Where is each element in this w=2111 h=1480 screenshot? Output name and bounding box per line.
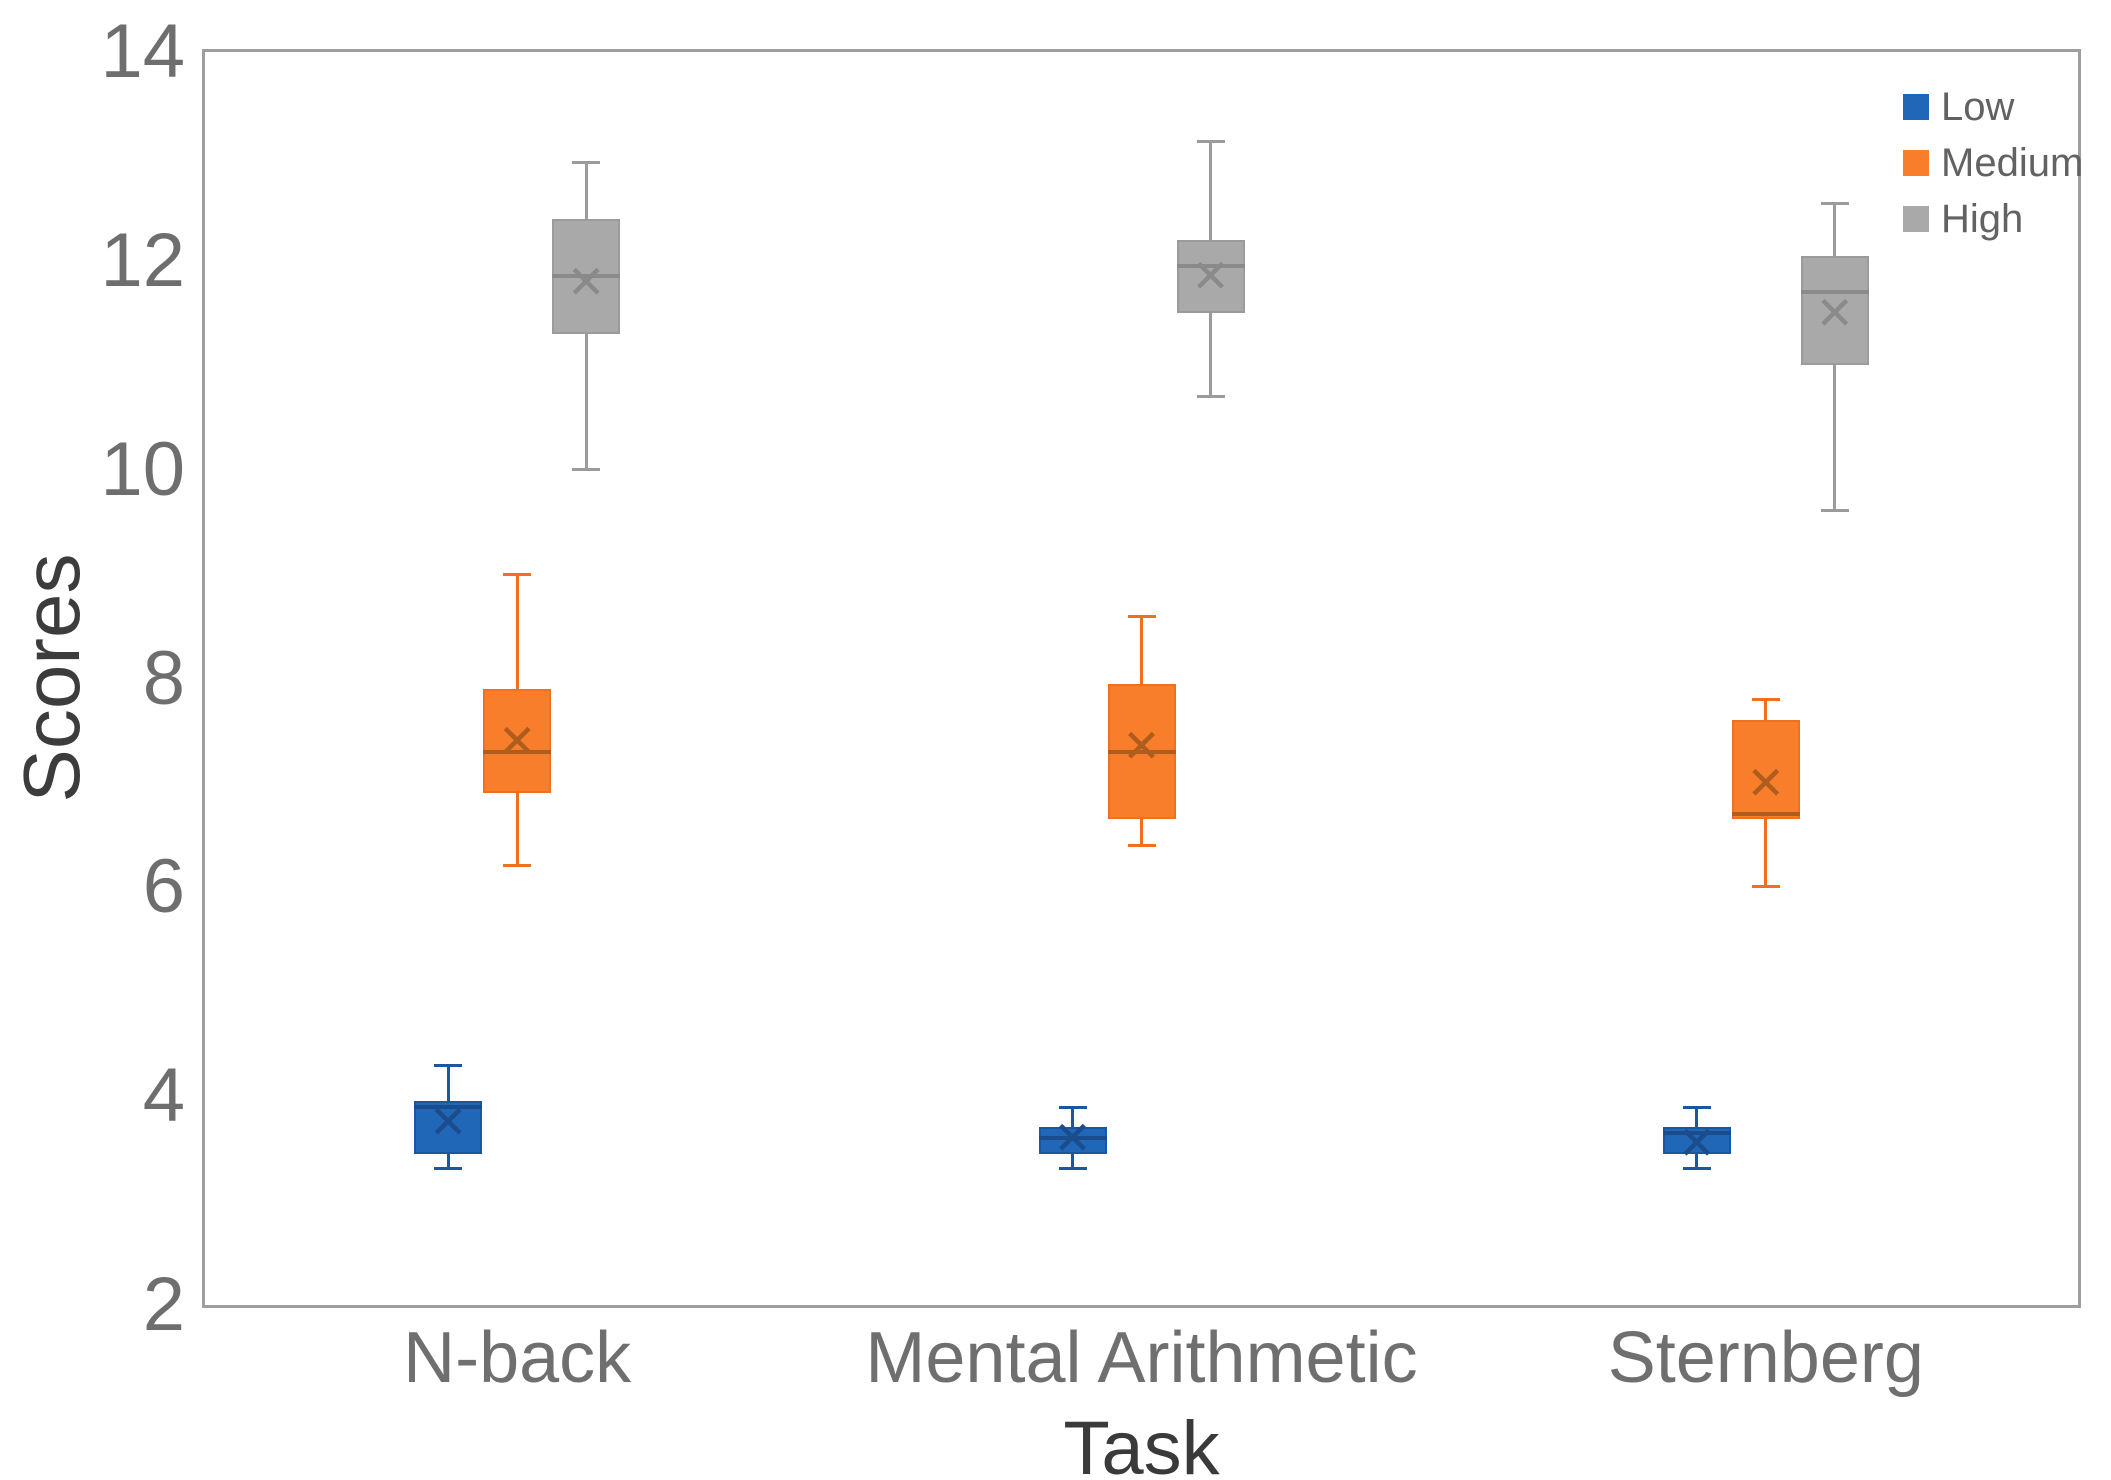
median-line-low-mental-arithmetic xyxy=(1038,1135,1107,1140)
whisker-cap-min-low-n-back xyxy=(434,1167,463,1171)
whisker-lower-high-mental-arithmetic xyxy=(1209,313,1212,397)
legend-label-low: Low xyxy=(1941,85,2015,129)
whisker-cap-min-medium-sternberg xyxy=(1751,885,1780,889)
y-tick-label-12: 12 xyxy=(100,217,185,303)
legend-swatch-medium xyxy=(1903,150,1929,176)
whisker-lower-medium-mental-arithmetic xyxy=(1140,819,1143,846)
x-axis-title: Task xyxy=(1063,1406,1220,1480)
mean-marker-medium-sternberg: ✕ xyxy=(1746,756,1786,809)
whisker-upper-high-sternberg xyxy=(1833,203,1837,256)
mean-marker-low-mental-arithmetic: ✕ xyxy=(1053,1111,1092,1164)
whisker-cap-max-low-mental-arithmetic xyxy=(1058,1105,1087,1109)
whisker-lower-low-mental-arithmetic xyxy=(1071,1153,1074,1170)
whisker-cap-max-medium-sternberg xyxy=(1751,698,1780,702)
median-line-low-n-back xyxy=(414,1104,483,1109)
category-label-mental-arithmetic: Mental Arithmetic xyxy=(865,1318,1418,1398)
y-tick-label-4: 4 xyxy=(142,1053,185,1139)
whisker-cap-max-high-sternberg xyxy=(1820,202,1849,206)
whisker-cap-min-high-n-back xyxy=(572,467,601,471)
whisker-upper-medium-mental-arithmetic xyxy=(1140,615,1143,684)
whisker-upper-high-n-back xyxy=(584,161,588,220)
whisker-cap-max-low-sternberg xyxy=(1682,1105,1711,1109)
whisker-cap-min-medium-n-back xyxy=(503,864,532,868)
mean-marker-low-sternberg: ✕ xyxy=(1677,1117,1717,1170)
mean-marker-medium-n-back: ✕ xyxy=(497,715,537,768)
whisker-cap-min-low-sternberg xyxy=(1682,1167,1711,1171)
whisker-upper-medium-sternberg xyxy=(1764,699,1768,721)
box-medium-n-back xyxy=(483,688,552,794)
y-tick-label-14: 14 xyxy=(100,9,185,94)
whisker-lower-low-sternberg xyxy=(1695,1153,1699,1170)
legend-label-high: High xyxy=(1941,197,2024,241)
legend: Low Medium High xyxy=(1903,86,2083,254)
legend-item-high: High xyxy=(1903,198,2083,240)
median-line-low-sternberg xyxy=(1662,1130,1731,1135)
whisker-upper-low-sternberg xyxy=(1695,1106,1699,1128)
legend-swatch-low xyxy=(1903,94,1929,120)
whisker-cap-max-low-n-back xyxy=(434,1063,463,1067)
whisker-cap-max-high-n-back xyxy=(572,160,601,164)
whisker-cap-min-high-mental-arithmetic xyxy=(1196,394,1225,398)
category-label-n-back: N-back xyxy=(403,1318,632,1398)
mean-marker-high-sternberg: ✕ xyxy=(1815,287,1855,340)
whisker-cap-min-high-sternberg xyxy=(1820,509,1849,513)
median-line-medium-mental-arithmetic xyxy=(1107,749,1176,754)
mean-marker-high-mental-arithmetic: ✕ xyxy=(1191,250,1230,303)
legend-swatch-high xyxy=(1903,206,1929,232)
mean-marker-high-n-back: ✕ xyxy=(566,255,606,308)
legend-label-medium: Medium xyxy=(1941,141,2084,185)
whisker-cap-max-medium-n-back xyxy=(503,573,532,577)
box-medium-sternberg xyxy=(1731,720,1800,820)
whisker-upper-high-mental-arithmetic xyxy=(1209,140,1212,240)
y-tick-label-6: 6 xyxy=(142,844,185,930)
plot-area: ✕ ✕ ✕ ✕ ✕ ✕ ✕ ✕ ✕ xyxy=(202,49,2081,1308)
median-line-high-mental-arithmetic xyxy=(1176,264,1245,269)
whisker-lower-medium-sternberg xyxy=(1764,819,1768,888)
legend-item-low: Low xyxy=(1903,86,2083,128)
median-line-high-n-back xyxy=(552,274,621,279)
box-high-sternberg xyxy=(1800,255,1869,366)
median-line-high-sternberg xyxy=(1800,290,1869,295)
y-tick-label-8: 8 xyxy=(142,635,185,721)
y-tick-label-2: 2 xyxy=(142,1262,185,1347)
box-high-mental-arithmetic xyxy=(1176,239,1245,314)
mean-marker-low-n-back: ✕ xyxy=(428,1096,468,1149)
whisker-lower-low-n-back xyxy=(446,1153,450,1170)
mean-marker-medium-mental-arithmetic: ✕ xyxy=(1122,720,1161,773)
category-label-sternberg: Sternberg xyxy=(1607,1318,1924,1398)
box-low-mental-arithmetic xyxy=(1038,1127,1107,1154)
whisker-cap-max-medium-mental-arithmetic xyxy=(1127,614,1156,618)
legend-item-medium: Medium xyxy=(1903,142,2083,184)
y-tick-label-10: 10 xyxy=(100,426,185,512)
whisker-upper-low-n-back xyxy=(446,1064,450,1102)
whisker-cap-min-low-mental-arithmetic xyxy=(1058,1167,1087,1171)
median-line-medium-sternberg xyxy=(1731,812,1800,817)
box-low-n-back xyxy=(414,1101,483,1154)
whisker-lower-high-sternberg xyxy=(1833,365,1837,512)
whisker-cap-max-high-mental-arithmetic xyxy=(1196,139,1225,143)
whisker-lower-high-n-back xyxy=(584,333,588,470)
whisker-lower-medium-n-back xyxy=(515,793,519,867)
whisker-upper-medium-n-back xyxy=(515,574,519,689)
median-line-medium-n-back xyxy=(483,749,552,754)
whisker-upper-low-mental-arithmetic xyxy=(1071,1106,1074,1128)
whisker-cap-min-medium-mental-arithmetic xyxy=(1127,843,1156,847)
